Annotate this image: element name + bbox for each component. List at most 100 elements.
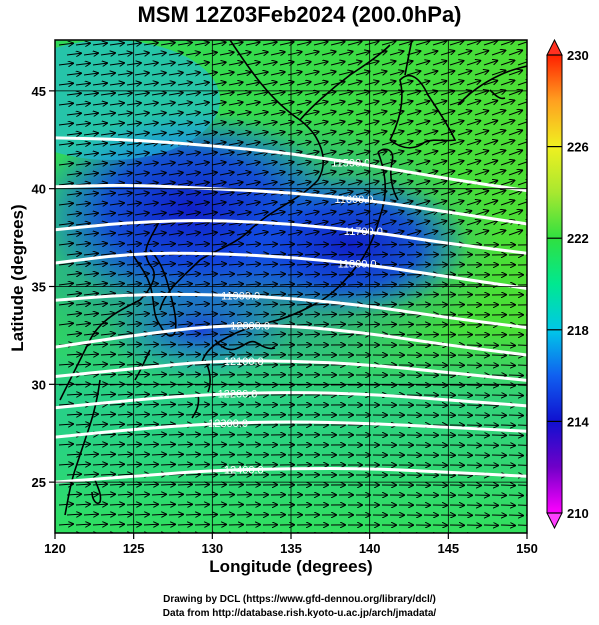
wind-arrow (186, 534, 200, 535)
wind-arrow (58, 364, 73, 365)
wind-arrow (177, 223, 192, 226)
wind-arrow (211, 445, 226, 446)
wind-arrow (100, 314, 115, 316)
wind-arrow (500, 465, 515, 466)
wind-arrow (491, 231, 505, 236)
wind-arrow (160, 63, 175, 65)
wind-arrow (535, 100, 548, 105)
wind-arrow (58, 183, 73, 185)
wind-arrow (449, 161, 463, 166)
wind-arrow (270, 172, 285, 175)
wind-arrow (432, 61, 446, 66)
wind-arrow (491, 171, 505, 176)
wind-arrow (194, 284, 209, 285)
wind-arrow (160, 123, 175, 125)
wind-arrow (525, 414, 527, 416)
wind-arrow (109, 43, 124, 45)
wind-arrow (134, 314, 149, 315)
wind-arrow (347, 324, 362, 325)
wind-arrow (160, 223, 175, 225)
wind-arrow (296, 202, 311, 205)
wind-arrow (66, 394, 81, 395)
wind-arrow (185, 173, 200, 176)
wind-arrow (415, 305, 430, 306)
wind-arrow (83, 53, 98, 55)
wind-arrow (398, 304, 413, 305)
wind-arrow (177, 504, 192, 505)
wind-arrow (160, 103, 175, 105)
wind-arrow (517, 160, 527, 166)
height-contour-line (55, 391, 527, 410)
wind-arrow (194, 445, 209, 446)
wind-arrow (83, 354, 98, 355)
wind-arrow (381, 181, 396, 186)
wind-arrow (160, 284, 175, 285)
wind-arrow (151, 394, 166, 395)
wind-arrow (75, 103, 90, 105)
x-tick-label: 145 (437, 541, 459, 556)
wind-arrow (304, 274, 319, 275)
wind-arrow (178, 544, 192, 545)
wind-arrow (296, 244, 311, 245)
wind-arrow (168, 53, 183, 55)
wind-arrow (92, 364, 107, 365)
wind-arrow (185, 93, 200, 96)
wind-arrow (134, 113, 149, 115)
wind-arrow (66, 133, 81, 135)
wind-arrow (66, 273, 81, 275)
wind-arrow (219, 132, 234, 135)
x-tick-label: 150 (516, 541, 538, 556)
wind-arrow (313, 162, 328, 165)
wind-arrow (109, 203, 124, 205)
wind-arrow (151, 514, 166, 515)
wind-arrow (245, 284, 260, 285)
wind-arrow (185, 274, 200, 275)
wind-arrow (432, 41, 446, 46)
wind-arrow (500, 61, 514, 66)
wind-arrow (508, 210, 522, 216)
height-contour-line (55, 324, 527, 357)
wind-arrow (347, 121, 362, 125)
contour-label: 11700.0 (344, 226, 383, 238)
wind-arrow (253, 294, 268, 295)
wind-arrow (143, 123, 158, 125)
wind-arrow (177, 123, 192, 126)
wind-arrow (134, 53, 149, 55)
wind-arrow (58, 263, 73, 265)
wind-arrow (185, 193, 200, 196)
wind-arrow (381, 161, 396, 166)
wind-arrow (364, 41, 379, 45)
x-axis-label: Longitude (degrees) (209, 557, 373, 576)
wind-arrow (355, 211, 370, 215)
wind-arrow (151, 153, 166, 155)
wind-arrow (500, 201, 514, 206)
wind-arrow (194, 202, 209, 205)
wind-arrow (151, 133, 166, 135)
wind-arrow (151, 374, 166, 375)
wind-arrow (211, 264, 226, 265)
wind-arrow (185, 454, 200, 455)
wind-arrow (168, 113, 183, 115)
wind-arrow (151, 213, 166, 215)
wind-arrow (364, 244, 379, 245)
y-tick-label: 30 (32, 377, 46, 392)
wind-arrow (83, 414, 98, 415)
colorbar-ramp (546, 54, 563, 514)
wind-arrow (151, 274, 166, 275)
wind-arrow (66, 53, 81, 55)
wind-arrow (117, 474, 132, 475)
wind-arrow (100, 414, 115, 415)
wind-arrow (440, 151, 454, 156)
wind-arrow (313, 202, 328, 205)
wind-arrow (398, 221, 413, 226)
wind-arrow (92, 43, 107, 45)
wind-arrow (219, 274, 234, 275)
colorbar-min-triangle (546, 512, 563, 530)
wind-arrow (185, 314, 200, 315)
height-contours: 11500.0 11600.0 11700.0 11800.0 11900.0 12000… (55, 136, 527, 484)
wind-arrow (491, 111, 505, 116)
wind-arrow (168, 193, 183, 195)
wind-arrow (202, 152, 217, 155)
wind-arrow (143, 424, 158, 425)
wind-arrow (228, 284, 243, 285)
